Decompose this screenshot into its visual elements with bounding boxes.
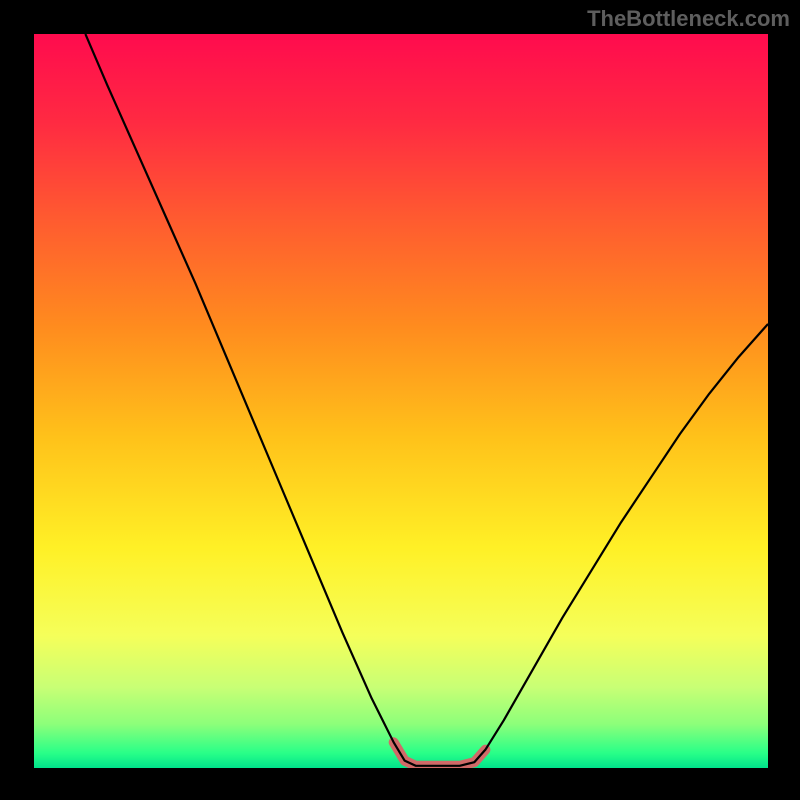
chart-svg	[34, 34, 768, 768]
plot-area	[34, 34, 768, 768]
chart-frame: TheBottleneck.com	[0, 0, 800, 800]
plot-background	[34, 34, 768, 768]
watermark-text: TheBottleneck.com	[587, 6, 790, 32]
